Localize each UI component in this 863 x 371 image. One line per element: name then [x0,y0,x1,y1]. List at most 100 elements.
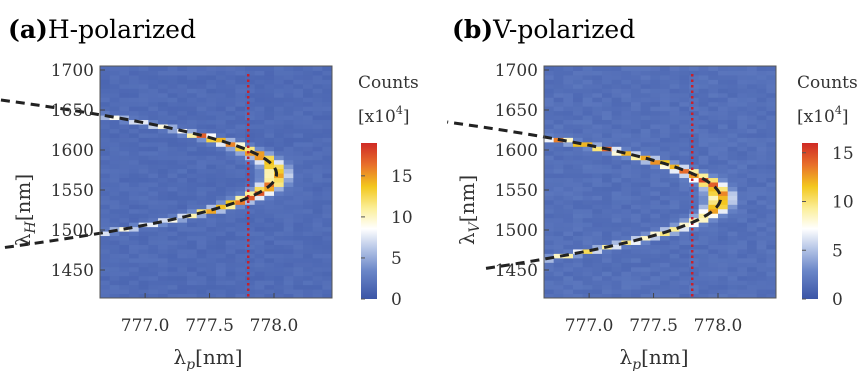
heatmap-cell [196,195,207,201]
heatmap-cell [573,257,584,263]
heatmap-cell [553,235,564,241]
heatmap-cell [708,70,719,76]
heatmap-cell [708,92,719,98]
heatmap-cell [216,208,227,214]
y-tick-label: 1450 [495,261,538,281]
heatmap-cell [553,164,564,170]
heatmap-cell [553,199,564,205]
heatmap-cell [727,190,738,196]
heatmap-cell [747,257,758,263]
heatmap-cell [727,155,738,161]
heatmap-cell [216,275,227,281]
heatmap-cell [698,119,709,125]
heatmap-cell [650,186,661,192]
heatmap-cell [177,132,188,138]
heatmap-cell [109,222,120,228]
heatmap-cell [737,275,748,281]
heatmap-cell [322,275,333,281]
heatmap-cell [187,70,198,76]
heatmap-cell [679,271,690,277]
colorbar-tick-label: 0 [832,290,843,310]
heatmap-cell [621,195,632,201]
heatmap-cell [264,275,275,281]
heatmap-cell [756,217,767,223]
heatmap-cell [119,280,130,286]
heatmap-cell [148,271,159,277]
heatmap-cell [206,110,217,116]
heatmap-cell [293,199,304,205]
heatmap-cell [631,182,642,187]
heatmap-cell [235,235,246,241]
heatmap-cell [573,231,584,237]
heatmap-cell [563,137,574,143]
heatmap-cell [766,266,777,272]
heatmap-cell [100,293,111,299]
heatmap-cell [148,137,159,143]
heatmap-cell [669,110,680,116]
heatmap-cell [669,222,680,228]
heatmap-cell [592,182,603,187]
heatmap-cell [727,132,738,138]
heatmap-cell [621,146,632,152]
colorbar-tick-label: 5 [832,241,843,261]
heatmap-cell [167,213,178,219]
heatmap-cell [264,231,275,237]
heatmap-cell [148,119,159,125]
heatmap-cell [766,74,777,80]
heatmap-cell [708,66,719,71]
heatmap-cell [245,168,256,174]
heatmap-cell [129,248,140,254]
heatmap-cell [196,186,207,192]
heatmap-cell [312,199,323,205]
heatmap-cell [563,199,574,205]
heatmap-cell [283,289,294,295]
heatmap-cell [592,271,603,277]
heatmap-cell [129,293,140,299]
heatmap-cell [254,164,265,170]
heatmap-cell [660,235,671,241]
heatmap-cell [563,132,574,138]
heatmap-cell [727,262,738,268]
heatmap-cell [737,280,748,286]
heatmap-cell [312,110,323,116]
heatmap-cell [254,177,265,183]
heatmap-cell [766,208,777,214]
heatmap-cell [119,168,130,174]
heatmap-cell [129,226,140,232]
heatmap-cell [312,248,323,254]
heatmap-cell [573,253,584,259]
heatmap-cell [592,92,603,98]
heatmap-cell [119,110,130,116]
heatmap-cell [660,257,671,263]
heatmap-cell [322,110,333,116]
heatmap-cell [206,173,217,179]
heatmap-cell [235,280,246,286]
heatmap-cell [727,222,738,228]
heatmap-cell [756,195,767,201]
heatmap-cell [303,177,314,183]
heatmap-cell [119,97,130,103]
heatmap-cell [698,257,709,263]
heatmap-cell [602,186,613,192]
heatmap-cell [650,74,661,80]
heatmap-cell [274,240,285,245]
heatmap-cell [129,213,140,219]
heatmap-cell [303,240,314,245]
heatmap-cell [206,66,217,71]
heatmap-cell [582,280,593,286]
heatmap-cell [109,271,120,277]
heatmap-cell [148,177,159,183]
heatmap-cell [727,186,738,192]
heatmap-cell [737,132,748,138]
heatmap-cell [129,97,140,103]
heatmap-cell [283,213,294,219]
heatmap-cell [718,217,729,223]
heatmap-cell [119,293,130,299]
heatmap-cell [303,235,314,241]
heatmap-cell [148,106,159,112]
heatmap-cell [187,248,198,254]
heatmap-cell [167,150,178,156]
heatmap-cell [689,186,700,192]
heatmap-cell [669,92,680,98]
heatmap-cell [216,173,227,179]
